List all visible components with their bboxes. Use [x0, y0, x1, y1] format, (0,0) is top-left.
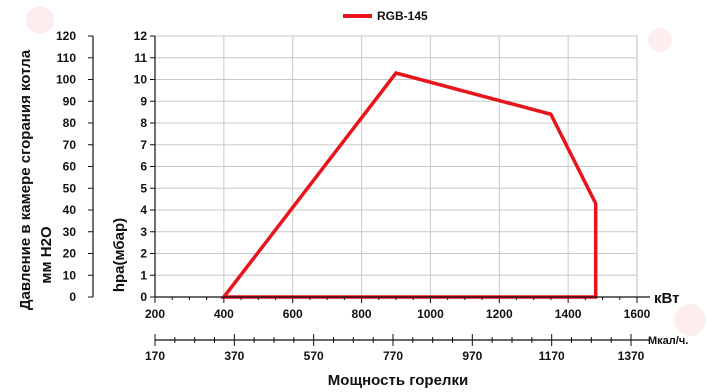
- y-mbar-tick-label: 4: [140, 203, 147, 217]
- y-mmh2o-tick-label: 120: [56, 29, 76, 43]
- x-mcal-tick-label: 370: [224, 349, 244, 363]
- y-mmh2o-tick-label: 50: [63, 181, 77, 195]
- y-mmh2o-tick-label: 60: [63, 160, 77, 174]
- y-mbar-tick-label: 8: [140, 116, 147, 130]
- y-mbar-tick-label: 7: [140, 138, 147, 152]
- x-kw-tick-label: 400: [214, 307, 234, 321]
- x-mcal-tick-label: 770: [383, 349, 403, 363]
- x-mcal-tick-label: 970: [462, 349, 482, 363]
- y-mmh2o-tick-label: 10: [63, 268, 77, 282]
- x-mcal-tick-label: 170: [145, 349, 165, 363]
- y-mmh2o-tick-label: 40: [63, 203, 77, 217]
- y-mmh2o-tick-label: 80: [63, 116, 77, 130]
- y-mbar-tick-label: 12: [134, 29, 148, 43]
- y-mmh2o-tick-label: 70: [63, 138, 77, 152]
- legend-label-rgb-145: RGB-145: [377, 9, 428, 23]
- y-mbar-tick-label: 6: [140, 160, 147, 174]
- y-mbar-tick-label: 9: [140, 94, 147, 108]
- x-mcal-tick-label: 1170: [539, 349, 565, 363]
- y-axis-mmh2o-title-line2: мм H2O: [38, 226, 55, 284]
- x-kw-tick-label: 1200: [486, 307, 513, 321]
- y-axis-mmh2o-ticks: 0 10 20 30 40 50 60 70 80 90 100 110 120: [56, 29, 93, 304]
- x-kw-tick-label: 1600: [624, 307, 651, 321]
- y-mmh2o-tick-label: 0: [69, 290, 76, 304]
- y-mmh2o-tick-label: 90: [63, 94, 77, 108]
- x-kw-tick-label: 1000: [417, 307, 444, 321]
- background-watermark: [26, 6, 706, 336]
- x-axis-kw-ticks: 200 400 600 800 1000 1200 1400 1600: [145, 297, 651, 321]
- legend: RGB-145: [343, 9, 428, 23]
- y-axis-mmh2o-title-line1: Давление в камере сгорания котла: [17, 49, 34, 310]
- y-mbar-tick-label: 2: [140, 247, 147, 261]
- y-mbar-tick-label: 0: [140, 290, 147, 304]
- x-kw-tick-label: 1400: [555, 307, 582, 321]
- y-mbar-tick-label: 5: [140, 181, 147, 195]
- x-axis-title: Мощность горелки: [328, 372, 468, 389]
- x-kw-tick-label: 200: [145, 307, 165, 321]
- x-axis-kw-unit: кВт: [654, 290, 680, 307]
- y-mmh2o-tick-label: 20: [63, 247, 77, 261]
- x-kw-tick-label: 800: [352, 307, 372, 321]
- y-mbar-tick-label: 3: [140, 225, 147, 239]
- y-mbar-tick-label: 1: [140, 268, 147, 282]
- x-mcal-tick-label: 1370: [618, 349, 645, 363]
- x-mcal-tick-label: 570: [304, 349, 324, 363]
- x-axis-mcal-ticks: 170 370 570 770 970 1170 1370: [145, 334, 645, 363]
- y-mbar-tick-label: 10: [134, 73, 148, 87]
- x-axis-mcal-unit: Мкал/ч.: [648, 335, 688, 347]
- y-axis-mbar-title: hpa(мбар): [111, 218, 128, 292]
- x-kw-tick-label: 600: [283, 307, 303, 321]
- y-mmh2o-tick-label: 110: [57, 51, 77, 65]
- y-mmh2o-tick-label: 100: [56, 73, 76, 87]
- y-mmh2o-tick-label: 30: [63, 225, 77, 239]
- y-mbar-tick-label: 11: [134, 51, 147, 65]
- gridlines: [155, 35, 637, 297]
